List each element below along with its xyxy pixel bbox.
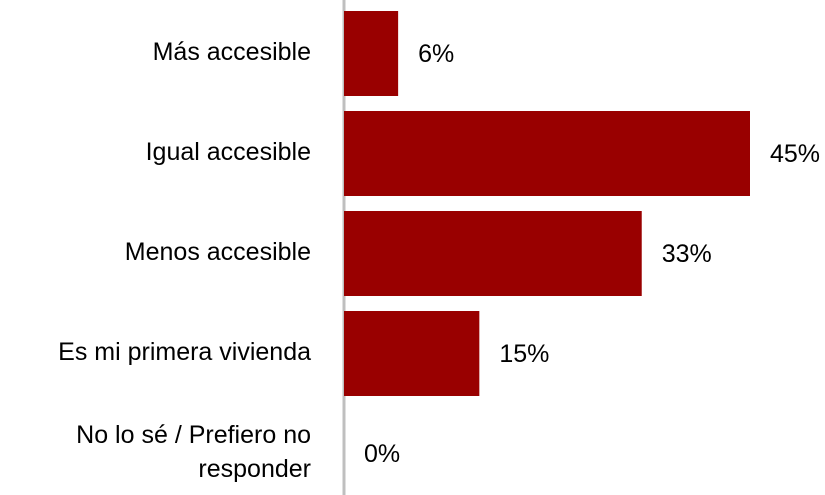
value-label-2: 33% bbox=[662, 240, 712, 268]
category-label-2: Menos accesible bbox=[125, 238, 311, 266]
category-label-1: Igual accesible bbox=[146, 138, 311, 166]
value-label-4: 0% bbox=[364, 440, 400, 468]
category-label-4: No lo sé / Prefiero no responder bbox=[76, 421, 311, 483]
value-label-0: 6% bbox=[418, 40, 454, 68]
category-label-0: Más accesible bbox=[153, 38, 311, 66]
value-label-1: 45% bbox=[770, 140, 820, 168]
bar-1 bbox=[344, 111, 750, 196]
value-label-3: 15% bbox=[499, 340, 549, 368]
bar-0 bbox=[344, 11, 399, 96]
category-label-3: Es mi primera vivienda bbox=[58, 338, 311, 366]
bar-2 bbox=[344, 211, 642, 296]
bar-3 bbox=[344, 311, 480, 396]
